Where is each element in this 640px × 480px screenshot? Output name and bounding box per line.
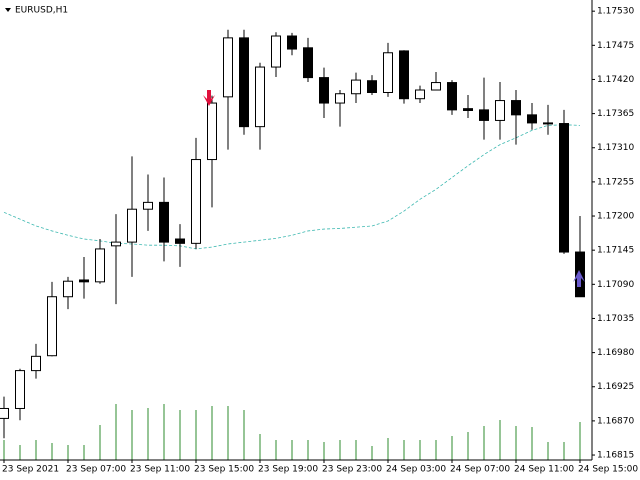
candle-body	[255, 66, 265, 128]
y-tick-label: 1.16925	[597, 382, 634, 392]
candle-body	[159, 201, 169, 243]
candle-body	[303, 47, 313, 79]
candle-body	[47, 296, 57, 357]
candle-body	[0, 407, 9, 419]
y-tick-label: 1.17255	[597, 177, 634, 187]
candle-body	[319, 77, 329, 104]
candle-body	[351, 79, 361, 95]
sell-arrow	[203, 90, 215, 106]
candle-body	[95, 248, 105, 283]
y-tick-label: 1.17090	[597, 280, 634, 290]
x-tick-label: 23 Sep 07:00	[66, 465, 126, 475]
candle-body	[143, 201, 153, 210]
x-tick-label: 24 Sep 15:00	[578, 465, 638, 475]
plot-area	[0, 29, 585, 460]
candle-body	[111, 241, 121, 247]
y-tick-label: 1.17420	[597, 75, 634, 85]
candle-body	[191, 159, 201, 244]
candle-body	[223, 37, 233, 98]
candle-body	[383, 52, 393, 93]
menu-triangle[interactable]	[5, 8, 11, 12]
candle-body	[479, 109, 489, 121]
candle-body	[287, 35, 297, 50]
candle-body	[463, 108, 473, 111]
candle-body	[431, 82, 441, 91]
candle-body	[367, 80, 377, 93]
candle-body	[447, 82, 457, 111]
y-tick-label: 1.17200	[597, 212, 634, 222]
x-tick-label: 24 Sep 03:00	[386, 465, 446, 475]
candle-body	[495, 100, 505, 121]
y-tick-label: 1.16870	[597, 416, 634, 426]
y-tick-label: 1.17475	[597, 41, 634, 51]
candle-body	[239, 37, 249, 128]
y-tick-label: 1.17310	[597, 143, 634, 153]
candle-body	[399, 50, 409, 100]
candle-body	[271, 35, 281, 68]
x-tick-label: 24 Sep 11:00	[514, 465, 574, 475]
candle-body	[79, 279, 89, 283]
candle-body	[175, 238, 185, 244]
candle-body	[207, 102, 217, 161]
x-tick-label: 23 Sep 2021	[2, 465, 59, 475]
x-tick-label: 23 Sep 15:00	[194, 465, 254, 475]
candle-body	[127, 208, 137, 243]
y-tick-label: 1.17530	[597, 7, 634, 17]
x-tick-label: 23 Sep 19:00	[258, 465, 318, 475]
candle-body	[415, 89, 425, 100]
x-tick-label: 24 Sep 07:00	[450, 465, 510, 475]
y-tick-label: 1.17365	[597, 109, 634, 119]
candle-body	[31, 355, 41, 372]
x-tick-label: 23 Sep 11:00	[130, 465, 190, 475]
y-tick-label: 1.16980	[597, 348, 634, 358]
candle-body	[527, 114, 537, 124]
candle-body	[63, 280, 73, 298]
buy-arrow	[573, 270, 585, 287]
candle-body	[559, 123, 569, 253]
candle-body	[543, 122, 553, 125]
chart-title: EURUSD,H1	[15, 6, 68, 16]
y-tick-label: 1.17145	[597, 246, 634, 256]
y-tick-label: 1.16815	[597, 451, 634, 461]
x-tick-label: 23 Sep 23:00	[322, 465, 382, 475]
candle-body	[15, 370, 25, 409]
y-tick-label: 1.17035	[597, 314, 634, 324]
candle-body	[335, 93, 345, 104]
candle-body	[511, 100, 521, 116]
